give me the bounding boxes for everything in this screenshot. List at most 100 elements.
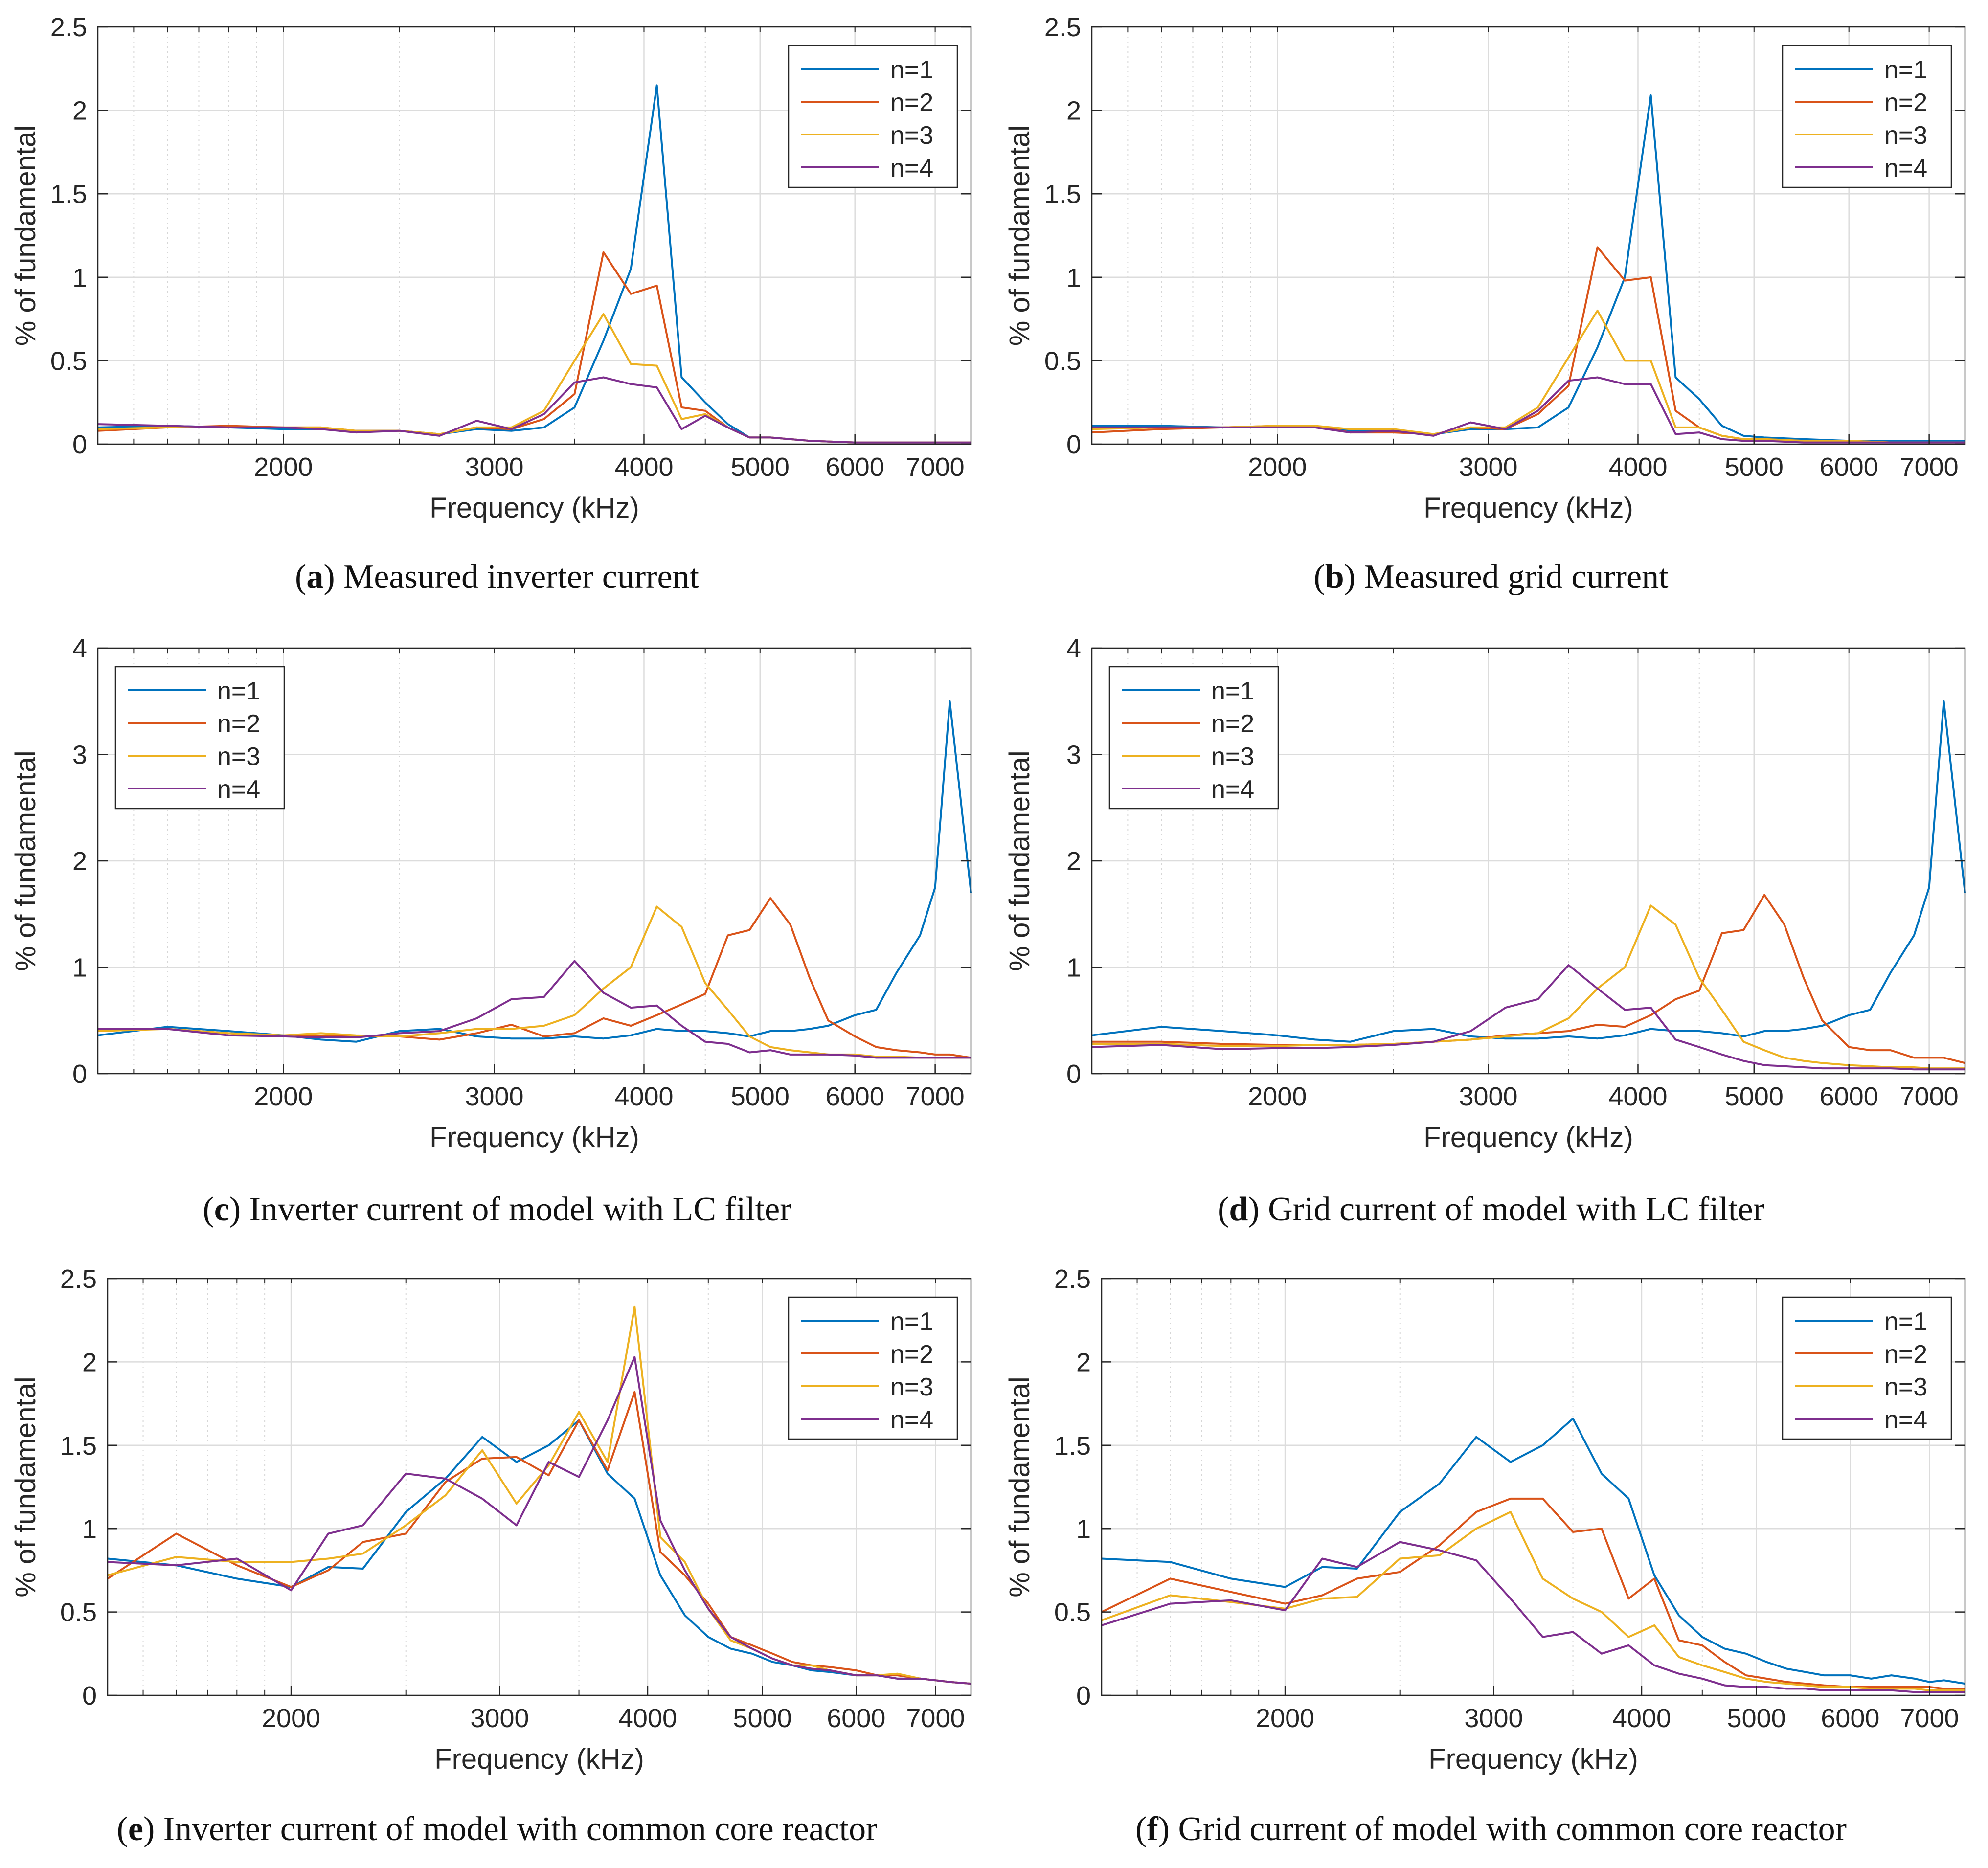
x-tick-label: 4000 — [614, 1082, 673, 1111]
x-tick-label: 7000 — [1900, 452, 1959, 482]
y-axis-label: % of fundamental — [10, 750, 42, 971]
y-tick-label: 0 — [1066, 430, 1081, 459]
x-tick-label: 6000 — [1820, 1082, 1878, 1111]
caption-d: (d) Grid current of model with LC filter — [1218, 1191, 1764, 1228]
x-tick-label: 3000 — [465, 1082, 523, 1111]
chart-panel-e: 2000 3000 4000 5000 6000 7000 0 0.5 1 1.5 2 2.5 Freq… — [10, 1264, 972, 1775]
x-tick-label: 6000 — [826, 452, 884, 482]
series-line-2 — [98, 897, 971, 1059]
axes-box — [97, 26, 972, 445]
x-tick-label: 2000 — [1248, 1082, 1307, 1111]
x-tick-label: 7000 — [906, 1082, 965, 1111]
y-tick-label: 4 — [72, 634, 87, 663]
x-tick-label: 7000 — [1900, 1082, 1959, 1111]
y-tick-label: 2.5 — [1044, 13, 1081, 42]
caption-b: (b) Measured grid current — [1313, 558, 1669, 596]
y-tick-label: 0.5 — [50, 346, 87, 376]
series-line-3 — [1101, 1511, 1965, 1691]
x-tick-label: 2000 — [1248, 452, 1307, 482]
legend-label-4: n=4 — [890, 154, 933, 182]
x-tick-label: 4000 — [618, 1704, 677, 1733]
y-axis-label: % of fundamental — [1004, 750, 1036, 971]
y-tick-label: 2 — [1076, 1348, 1091, 1377]
chart-panel-f: 2000 3000 4000 5000 6000 7000 0 0.5 1 1.5 2 2.5 Freq… — [1004, 1264, 1966, 1775]
x-tick-label: 5000 — [1727, 1704, 1786, 1733]
y-tick-label: 0.5 — [1044, 346, 1081, 376]
y-tick-label: 0 — [1066, 1059, 1081, 1089]
legend-label-4: n=4 — [217, 775, 260, 804]
legend-label-3: n=3 — [890, 121, 933, 150]
x-tick-label: 6000 — [826, 1082, 884, 1111]
x-tick-label: 4000 — [1608, 452, 1667, 482]
legend: n=1 n=2 n=3 n=4 — [1782, 45, 1952, 188]
axes-box — [107, 1278, 972, 1696]
y-tick-label: 1 — [1076, 1514, 1091, 1544]
legend-label-4: n=4 — [1211, 775, 1254, 804]
x-axis-label: Frequency (kHz) — [429, 492, 639, 524]
caption-a: (a) Measured inverter current — [295, 558, 699, 596]
y-axis-label: % of fundamental — [1004, 125, 1036, 346]
y-tick-label: 1.5 — [1054, 1431, 1091, 1461]
legend-label-3: n=3 — [1211, 743, 1254, 771]
y-tick-label: 1 — [1066, 953, 1081, 983]
axes-box — [1091, 26, 1966, 445]
legend-label-1: n=1 — [1884, 1307, 1927, 1336]
y-tick-label: 2.5 — [50, 13, 87, 42]
x-tick-label: 6000 — [1820, 452, 1878, 482]
legend-label-4: n=4 — [890, 1406, 933, 1434]
x-tick-label: 7000 — [1900, 1704, 1959, 1733]
caption-f: (f) Grid current of model with common co… — [1135, 1810, 1847, 1848]
y-tick-label: 3 — [1066, 741, 1081, 770]
series-line-4 — [98, 960, 971, 1059]
chart-panel-c: 2000 3000 4000 5000 6000 7000 0 1 2 3 4 Frequency (… — [10, 634, 972, 1153]
y-tick-label: 2.5 — [1054, 1264, 1091, 1294]
caption-c: (c) Inverter current of model with LC fi… — [203, 1191, 791, 1228]
legend-label-3: n=3 — [1884, 1373, 1927, 1401]
x-tick-label: 2000 — [262, 1704, 320, 1733]
x-axis-label: Frequency (kHz) — [434, 1743, 644, 1775]
y-tick-label: 1.5 — [1044, 180, 1081, 209]
legend: n=1 n=2 n=3 n=4 — [788, 45, 958, 188]
chart-panel-d: 2000 3000 4000 5000 6000 7000 0 1 2 3 4 Frequency (… — [1004, 634, 1966, 1153]
legend-label-1: n=1 — [890, 56, 933, 84]
series-line-3 — [97, 905, 971, 1059]
x-tick-label: 4000 — [1608, 1082, 1667, 1111]
y-axis-label: % of fundamental — [10, 1376, 42, 1597]
legend-label-2: n=2 — [1884, 89, 1927, 117]
chart-panel-a: 2000 3000 4000 5000 6000 7000 0 0.5 1 1.5 2 2.5 Freq… — [10, 13, 972, 524]
series-line-1 — [1091, 700, 1966, 1043]
y-tick-label: 2 — [82, 1348, 97, 1377]
legend-label-4: n=4 — [1884, 1406, 1927, 1434]
y-tick-label: 1 — [72, 263, 87, 293]
legend: n=1 n=2 n=3 n=4 — [1782, 1296, 1952, 1440]
y-tick-label: 2 — [1066, 847, 1081, 876]
legend-label-1: n=1 — [890, 1307, 933, 1336]
legend-label-1: n=1 — [1211, 677, 1254, 705]
y-tick-label: 0 — [1076, 1681, 1091, 1710]
x-tick-label: 5000 — [731, 1082, 790, 1111]
series-line-1 — [1101, 1418, 1965, 1685]
legend-label-2: n=2 — [1884, 1340, 1927, 1369]
series-line-3 — [1091, 310, 1965, 444]
y-tick-label: 4 — [1066, 634, 1081, 663]
legend-label-1: n=1 — [217, 677, 260, 705]
x-tick-label: 5000 — [731, 452, 790, 482]
chart-panel-b: 2000 3000 4000 5000 6000 7000 0 0.5 1 1.5 2 2.5 Freq… — [1004, 13, 1966, 524]
series-line-1 — [97, 700, 972, 1043]
x-axis-label: Frequency (kHz) — [1428, 1743, 1638, 1775]
x-tick-label: 4000 — [614, 452, 673, 482]
x-axis-label: Frequency (kHz) — [1423, 1122, 1633, 1153]
x-tick-label: 2000 — [1256, 1704, 1314, 1733]
x-tick-label: 4000 — [1612, 1704, 1671, 1733]
legend-label-4: n=4 — [1884, 154, 1927, 182]
y-tick-label: 0 — [72, 1059, 87, 1089]
x-tick-label: 3000 — [1459, 1082, 1517, 1111]
axes-box — [1101, 1278, 1966, 1696]
x-tick-label: 5000 — [1725, 1082, 1784, 1111]
y-tick-label: 2.5 — [60, 1264, 97, 1294]
y-axis-label: % of fundamental — [10, 125, 42, 346]
x-tick-label: 7000 — [906, 452, 965, 482]
y-tick-label: 1 — [82, 1514, 97, 1544]
x-tick-label: 3000 — [1464, 1704, 1523, 1733]
